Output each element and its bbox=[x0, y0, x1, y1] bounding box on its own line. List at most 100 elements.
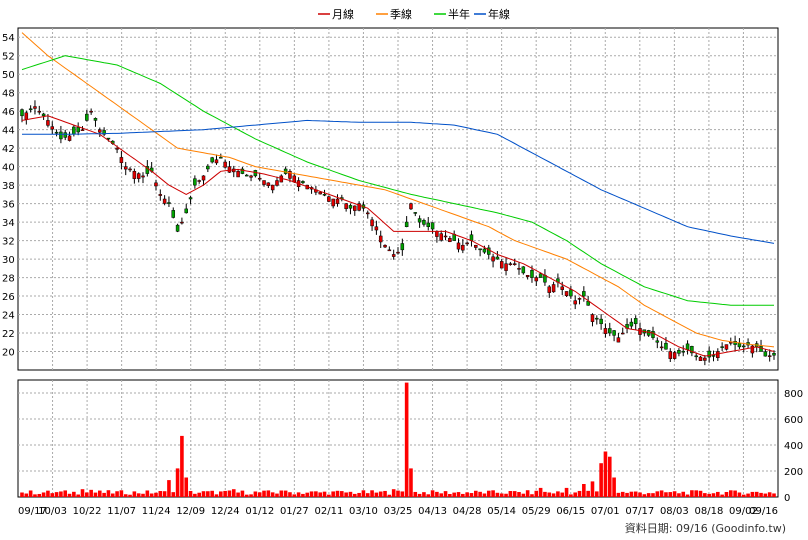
volume-bar bbox=[33, 494, 37, 497]
volume-bar bbox=[309, 491, 314, 497]
candle-body bbox=[538, 273, 543, 278]
volume-bar bbox=[486, 490, 491, 497]
candle-body bbox=[659, 346, 664, 349]
volume-bar bbox=[733, 490, 737, 497]
candle-body bbox=[197, 180, 201, 182]
x-tick-label: 01/12 bbox=[245, 506, 274, 517]
candle-body bbox=[50, 126, 55, 130]
candle-body bbox=[171, 210, 176, 218]
candle-body bbox=[167, 202, 171, 204]
candle-body bbox=[180, 221, 184, 224]
candle-body bbox=[158, 194, 163, 196]
volume-bar bbox=[426, 494, 431, 497]
candle-body bbox=[292, 175, 297, 183]
candle-body bbox=[474, 244, 478, 248]
candle-body bbox=[448, 238, 452, 243]
y-tick-label: 50 bbox=[2, 70, 15, 81]
y-tick-label: 20 bbox=[2, 348, 15, 359]
volume-bar bbox=[231, 489, 236, 497]
candle-body bbox=[499, 261, 504, 269]
candle-body bbox=[763, 351, 768, 357]
volume-bar bbox=[577, 490, 582, 497]
volume-panel: 0 200 400 600 800 bbox=[17, 379, 803, 504]
volume-bar bbox=[136, 493, 141, 497]
y-tick-label: 22 bbox=[2, 329, 15, 340]
y-tick-label: 26 bbox=[2, 292, 15, 303]
candle-body bbox=[599, 318, 603, 325]
x-tick-label: 05/29 bbox=[522, 506, 551, 517]
volume-bar bbox=[158, 491, 163, 497]
volume-bar bbox=[322, 491, 327, 497]
candle-body bbox=[119, 157, 124, 164]
volume-bar bbox=[646, 493, 651, 497]
volume-bar bbox=[253, 491, 258, 497]
ma-line-3 bbox=[22, 119, 775, 244]
volume-bar bbox=[707, 493, 711, 497]
candle-body bbox=[547, 286, 552, 293]
candle-body bbox=[767, 355, 772, 357]
volume-bar bbox=[512, 491, 517, 497]
volume-bar bbox=[344, 492, 348, 497]
candle-body bbox=[344, 203, 348, 209]
candle-body bbox=[206, 165, 210, 170]
volume-bar bbox=[24, 493, 29, 497]
candle-body bbox=[439, 233, 443, 241]
candle-body bbox=[612, 330, 616, 336]
candle-body bbox=[154, 182, 158, 187]
volume-bar bbox=[20, 492, 24, 497]
candle-body bbox=[391, 254, 396, 257]
volume-bar bbox=[352, 493, 357, 497]
candle-body bbox=[378, 235, 383, 243]
y-tick-label: 44 bbox=[2, 126, 15, 137]
candle-body bbox=[219, 156, 223, 159]
y-tick-label: 54 bbox=[2, 33, 15, 44]
volume-bar bbox=[746, 493, 750, 497]
candle-body bbox=[188, 197, 193, 200]
volume-bar bbox=[63, 490, 68, 497]
candle-body bbox=[750, 345, 755, 354]
x-tick-label: 07/17 bbox=[625, 506, 654, 517]
candle-body bbox=[482, 248, 487, 253]
volume-bar bbox=[724, 491, 729, 497]
volume-bar bbox=[633, 491, 638, 497]
x-tick-label: 12/09 bbox=[176, 506, 205, 517]
volume-bar bbox=[244, 494, 249, 497]
candle-body bbox=[616, 337, 621, 343]
volume-bar bbox=[469, 493, 474, 497]
volume-bar bbox=[750, 491, 755, 497]
candle-body bbox=[638, 328, 642, 335]
volume-bar bbox=[595, 491, 599, 497]
candle-body bbox=[698, 356, 703, 361]
candle-body bbox=[262, 180, 266, 185]
volume-bar bbox=[439, 493, 444, 497]
volume-bar bbox=[703, 493, 707, 497]
volume-bar bbox=[119, 490, 124, 497]
volume-bar bbox=[599, 463, 603, 497]
volume-bar bbox=[85, 492, 89, 497]
y-tick-label: 52 bbox=[2, 52, 15, 63]
candle-body bbox=[136, 173, 141, 179]
candle-body bbox=[115, 147, 119, 150]
candle-body bbox=[456, 242, 461, 250]
volume-bar bbox=[543, 491, 547, 497]
candle-body bbox=[387, 249, 392, 252]
volume-bar bbox=[67, 493, 72, 497]
candle-body bbox=[608, 328, 612, 334]
candle-body bbox=[283, 168, 288, 174]
x-tick-label: 07/01 bbox=[591, 506, 620, 517]
volume-bar bbox=[672, 491, 677, 497]
candle-body bbox=[33, 106, 37, 109]
candle-body bbox=[318, 191, 322, 195]
candle-body bbox=[244, 174, 249, 177]
candle-body bbox=[655, 340, 660, 343]
volume-bar bbox=[318, 492, 323, 497]
volume-bar bbox=[167, 480, 171, 497]
candle-body bbox=[443, 235, 448, 238]
y-tick-label: 40 bbox=[2, 163, 15, 174]
candle-body bbox=[365, 212, 370, 215]
candle-body bbox=[629, 321, 634, 327]
x-tick-label: 10/03 bbox=[38, 506, 67, 517]
volume-bar bbox=[651, 493, 655, 497]
volume-bar bbox=[530, 494, 534, 497]
